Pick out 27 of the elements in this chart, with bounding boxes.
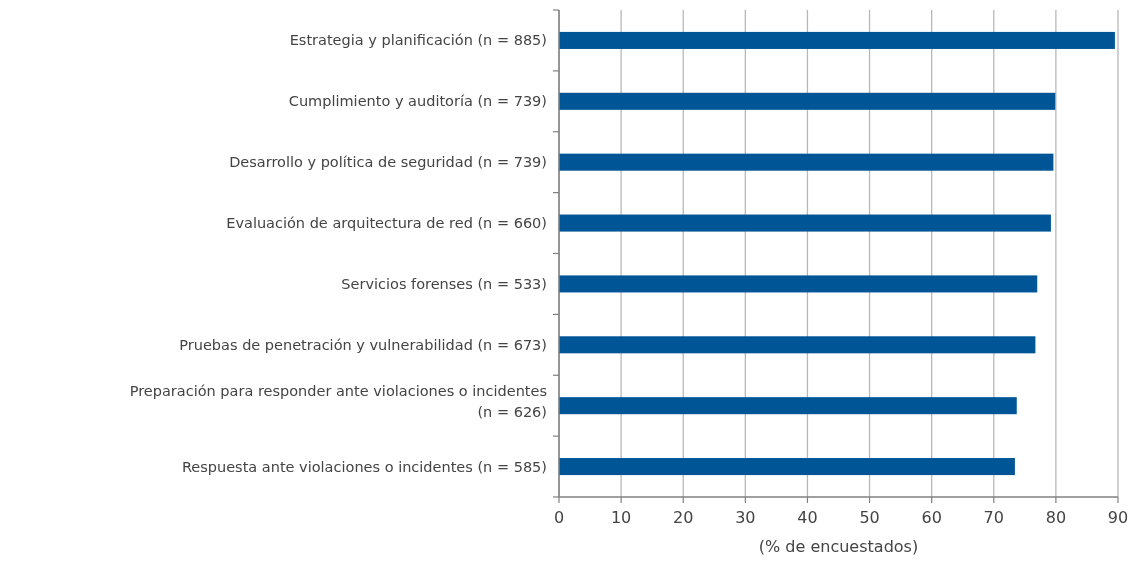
- x-tick-label: 10: [610, 508, 632, 527]
- x-tick-label: 60: [921, 508, 942, 527]
- y-tick-label: Desarrollo y política de seguridad (n = 739): [229, 154, 547, 171]
- bar: [559, 397, 1017, 415]
- bar: [559, 336, 1036, 354]
- y-tick-label: Preparación para responder ante violaciones o incidentes (n = 626): [129, 383, 547, 421]
- x-tick-label: 0: [553, 508, 565, 527]
- y-tick-label: Cumplimiento y auditoría (n = 739): [288, 93, 547, 110]
- x-tick-label: 70: [983, 508, 1004, 527]
- x-tick-label: 40: [797, 508, 818, 527]
- x-axis-title: (% de encuestados): [758, 537, 919, 556]
- y-tick-label: Servicios forenses (n = 533): [341, 275, 547, 292]
- bar: [559, 31, 1115, 49]
- y-tick-label: Estrategia y planificación (n = 885): [289, 32, 547, 49]
- x-tick-label: 20: [673, 508, 694, 527]
- bar: [559, 275, 1038, 293]
- bar: [559, 214, 1051, 232]
- bar: [559, 92, 1056, 110]
- x-tick-label: 90: [1107, 508, 1129, 527]
- x-tick-label: 50: [859, 508, 880, 527]
- y-tick-label: Pruebas de penetración y vulnerabilidad (n = 673): [179, 336, 547, 353]
- x-tick-label: 80: [1045, 508, 1067, 527]
- y-tick-label: Evaluación de arquitectura de red (n = 660): [226, 215, 547, 232]
- bar: [559, 458, 1015, 476]
- x-tick-label: 30: [735, 508, 756, 527]
- y-tick-label: Respuesta ante violaciones o incidentes (n = 585): [181, 458, 547, 475]
- bar: [559, 153, 1054, 171]
